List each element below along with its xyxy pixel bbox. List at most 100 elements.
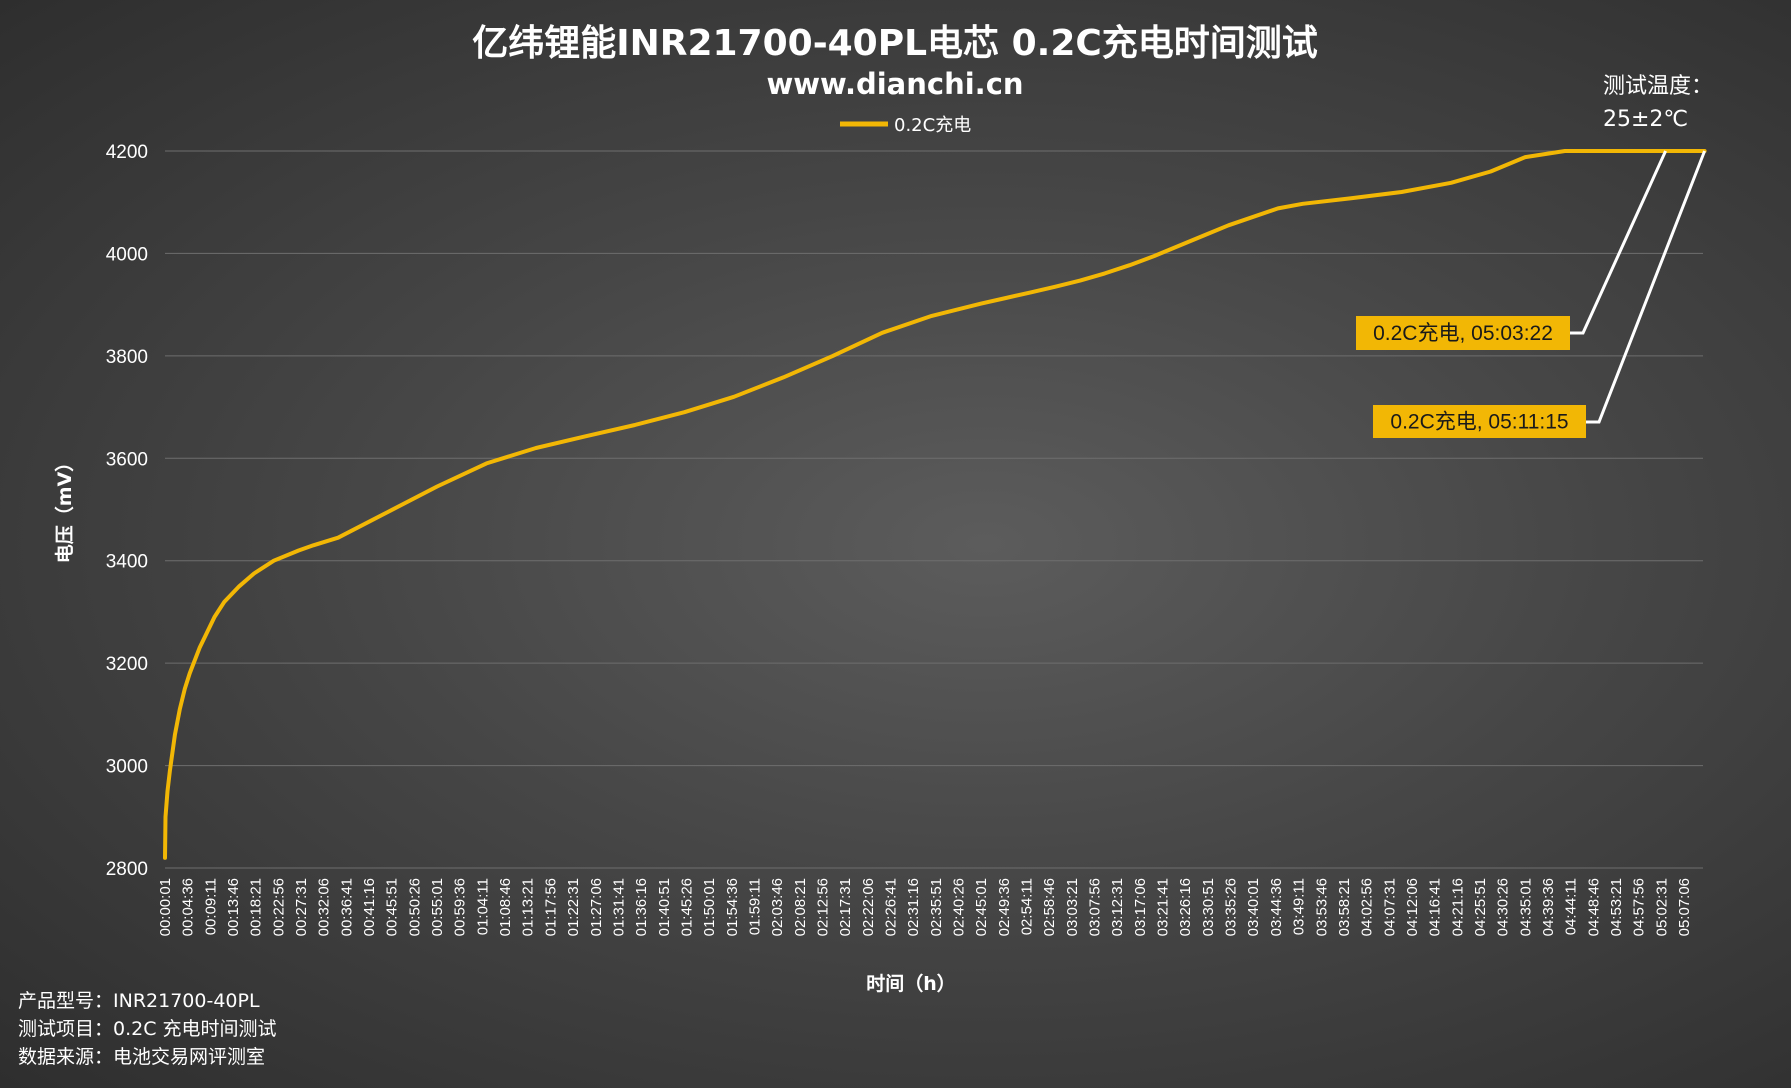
x-tick-label: 00:55:01 (429, 878, 446, 936)
x-tick-label: 02:17:31 (837, 878, 854, 936)
chart-title: 亿纬锂能INR21700-40PL电芯 0.2C充电时间测试 (472, 23, 1318, 64)
footer-line-source: 数据来源：电池交易网评测室 (18, 1046, 265, 1068)
x-tick-label: 03:44:36 (1268, 878, 1285, 936)
footer-line-test-item: 测试项目：0.2C 充电时间测试 (18, 1018, 277, 1040)
annotation-box (1373, 405, 1586, 438)
x-tick-label: 03:03:21 (1064, 878, 1081, 936)
x-axis-ticks: 00:00:01 00:04:36 00:09:11 00:13:46 00:18:21… (157, 878, 1693, 936)
x-axis-label: 时间（h） (866, 972, 956, 995)
x-tick-label: 02:12:56 (814, 878, 831, 936)
y-tick-label: 3600 (106, 449, 148, 470)
x-tick-label: 03:12:31 (1109, 878, 1126, 936)
annotation-label: 0.2C充电, 05:11:15 (1390, 411, 1568, 434)
y-tick-label: 3800 (106, 347, 148, 368)
x-tick-label: 04:12:06 (1404, 878, 1421, 936)
x-tick-label: 01:27:06 (588, 878, 605, 936)
annotations: 0.2C充电, 05:03:22 0.2C充电, 05:11:15 (1356, 150, 1706, 438)
x-tick-label: 01:08:46 (497, 878, 514, 936)
x-tick-label: 02:54:11 (1019, 878, 1036, 935)
x-tick-label: 01:36:16 (633, 878, 650, 936)
test-temp-label: 测试温度： (1603, 74, 1713, 99)
gridlines (165, 150, 1703, 869)
annotation-leader-line (1570, 150, 1667, 335)
x-tick-label: 04:21:16 (1449, 878, 1466, 936)
x-tick-label: 03:49:11 (1291, 878, 1308, 935)
x-tick-label: 00:18:21 (248, 878, 265, 936)
x-tick-label: 04:39:36 (1540, 878, 1557, 936)
x-tick-label: 02:45:01 (973, 878, 990, 936)
x-tick-label: 03:26:16 (1177, 878, 1194, 936)
x-tick-label: 00:36:41 (338, 878, 355, 936)
x-tick-label: 05:02:31 (1653, 878, 1670, 936)
x-tick-label: 01:31:41 (610, 878, 627, 936)
x-tick-label: 01:17:56 (542, 878, 559, 936)
x-tick-label: 00:32:06 (316, 878, 333, 936)
x-tick-label: 03:40:01 (1245, 878, 1262, 936)
x-tick-label: 00:13:46 (225, 878, 242, 936)
x-tick-label: 05:07:06 (1676, 878, 1693, 936)
x-tick-label: 00:00:01 (157, 878, 174, 936)
x-tick-label: 04:53:21 (1608, 878, 1625, 936)
x-tick-label: 00:41:16 (361, 878, 378, 936)
y-tick-label: 3000 (106, 757, 148, 778)
y-tick-label: 3400 (106, 552, 148, 573)
y-tick-label: 4000 (106, 244, 148, 265)
x-tick-label: 00:27:31 (293, 878, 310, 936)
x-tick-label: 01:04:11 (474, 878, 491, 935)
chart-subtitle: www.dianchi.cn (766, 67, 1023, 101)
x-tick-label: 00:50:26 (406, 878, 423, 936)
x-tick-label: 01:22:31 (565, 878, 582, 936)
annotation-box (1356, 316, 1570, 350)
x-tick-label: 00:59:36 (452, 878, 469, 936)
legend-label: 0.2C充电 (894, 115, 971, 136)
x-tick-label: 02:40:26 (951, 878, 968, 936)
x-tick-label: 04:35:01 (1517, 878, 1534, 936)
x-tick-label: 01:45:26 (678, 878, 695, 936)
footer-line-model: 产品型号：INR21700-40PL (18, 990, 260, 1012)
annotation-label: 0.2C充电, 05:03:22 (1373, 322, 1553, 345)
legend: 0.2C充电 (840, 115, 971, 136)
x-tick-label: 04:02:56 (1359, 878, 1376, 936)
x-tick-label: 00:09:11 (202, 878, 219, 935)
x-tick-label: 00:04:36 (180, 878, 197, 936)
x-tick-label: 01:50:01 (701, 878, 718, 936)
y-tick-label: 3200 (106, 654, 148, 675)
series-line-0.2C (163, 149, 1707, 860)
x-tick-label: 02:03:46 (769, 878, 786, 936)
x-tick-label: 04:25:51 (1472, 878, 1489, 936)
y-tick-label: 2800 (106, 859, 148, 880)
test-temp-value: 25±2℃ (1603, 107, 1688, 132)
x-tick-label: 03:17:06 (1132, 878, 1149, 936)
x-tick-label: 02:08:21 (792, 878, 809, 936)
test-temperature: 测试温度： 25±2℃ (1603, 74, 1713, 132)
x-tick-label: 03:35:26 (1223, 878, 1240, 936)
x-tick-label: 01:40:51 (656, 878, 673, 936)
x-tick-label: 03:07:56 (1087, 878, 1104, 936)
x-tick-label: 00:22:56 (270, 878, 287, 936)
y-tick-label: 4200 (106, 142, 148, 163)
x-tick-label: 01:54:36 (724, 878, 741, 936)
x-tick-label: 02:22:06 (860, 878, 877, 936)
y-axis-label: 电压（mV） (53, 453, 76, 564)
x-tick-label: 04:30:26 (1495, 878, 1512, 936)
x-tick-label: 01:59:11 (746, 878, 763, 935)
y-axis-ticks: 2800 3000 3200 3400 3600 3800 4000 4200 (106, 142, 148, 880)
x-tick-label: 02:49:36 (996, 878, 1013, 936)
x-tick-label: 03:21:41 (1155, 878, 1172, 936)
x-tick-label: 02:35:51 (928, 878, 945, 936)
annotation-leader-line (1586, 150, 1706, 424)
x-tick-label: 02:26:41 (882, 878, 899, 936)
footer: 产品型号：INR21700-40PL 测试项目：0.2C 充电时间测试 数据来源… (18, 990, 277, 1068)
x-tick-label: 04:57:56 (1631, 878, 1648, 936)
x-tick-label: 00:45:51 (384, 878, 401, 936)
x-tick-label: 03:58:21 (1336, 878, 1353, 936)
x-tick-label: 02:31:16 (905, 878, 922, 936)
x-tick-label: 04:44:11 (1563, 878, 1580, 935)
x-tick-label: 03:30:51 (1200, 878, 1217, 936)
x-tick-label: 04:48:46 (1585, 878, 1602, 936)
x-tick-label: 04:07:31 (1381, 878, 1398, 936)
x-tick-label: 04:16:41 (1427, 878, 1444, 936)
x-tick-label: 03:53:46 (1313, 878, 1330, 936)
x-tick-label: 02:58:46 (1041, 878, 1058, 936)
